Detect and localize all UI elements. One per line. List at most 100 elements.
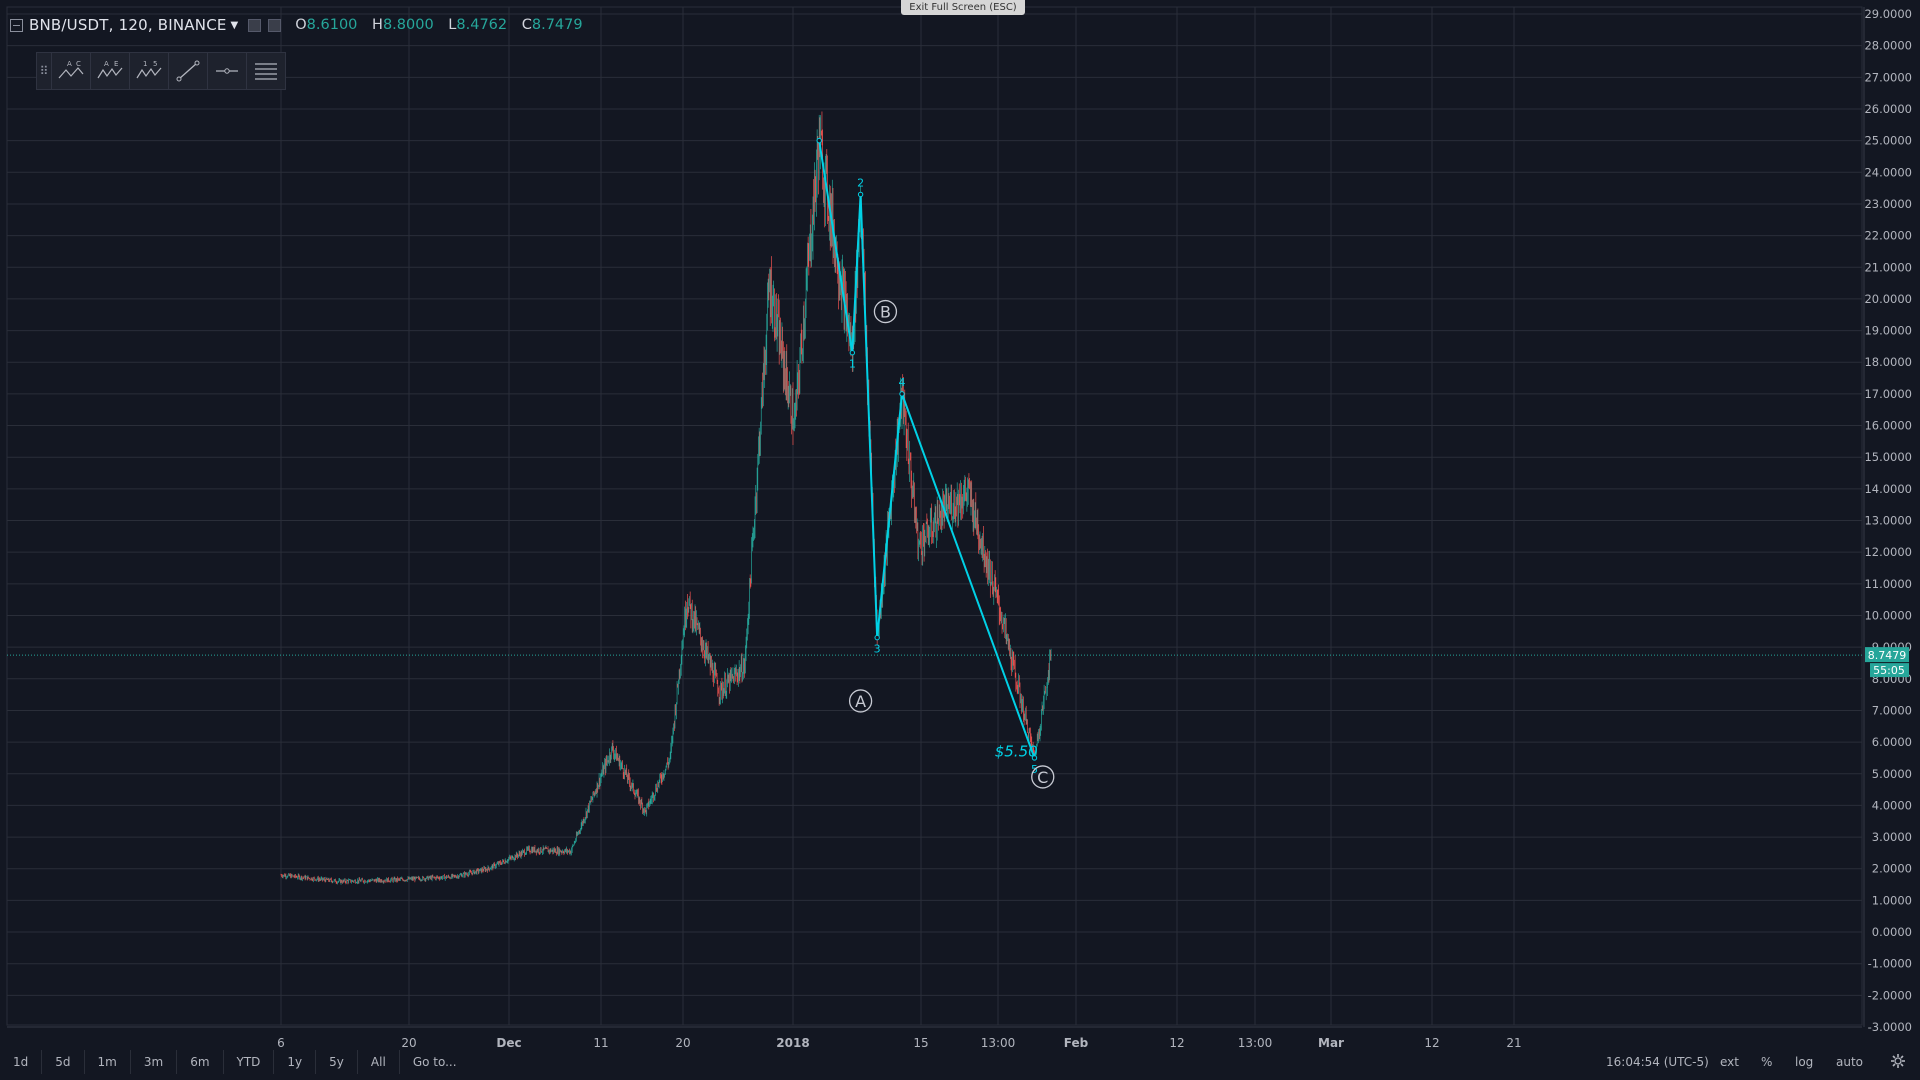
price-tick-label: 27.0000 (1864, 70, 1912, 84)
time-tick-label: 13:00 (981, 1036, 1016, 1050)
range-1y[interactable]: 1y (274, 1050, 317, 1074)
hide-icon[interactable] (248, 18, 262, 32)
time-tick-label: 20 (401, 1036, 416, 1050)
range-3m[interactable]: 3m (131, 1050, 178, 1074)
price-tick-label: 13.0000 (1864, 514, 1912, 528)
countdown-tag (1870, 663, 1909, 678)
ohlc-values: O8.6100 H8.8000 L8.4762 C8.7479 (295, 17, 592, 33)
open-value: 8.6100 (306, 17, 358, 33)
wave-point[interactable] (1031, 755, 1038, 761)
price-tick-label: 21.0000 (1864, 260, 1912, 274)
abcde-wave-button[interactable]: A E (90, 53, 129, 89)
svg-text:5: 5 (153, 60, 157, 68)
wave-point[interactable] (874, 634, 880, 641)
price-tick-label: 12.0000 (1864, 545, 1912, 559)
price-tick-label: 7.0000 (1872, 703, 1912, 717)
wave-point[interactable] (857, 191, 864, 198)
wave-label: 2 (857, 176, 864, 189)
abc-pattern-button[interactable]: A C (51, 53, 90, 89)
horizontal-ray-button[interactable] (207, 53, 246, 89)
price-tick-label: 3.0000 (1872, 830, 1912, 844)
goto-date-button[interactable]: Go to... (412, 1055, 457, 1069)
price-tick-label: 18.0000 (1864, 355, 1912, 369)
time-tick-label: Mar (1318, 1036, 1344, 1050)
grid-lines (7, 7, 1865, 1028)
lines-menu-button[interactable] (246, 53, 285, 89)
trend-line-icon (176, 60, 200, 82)
countdown-label: 55:05 (1873, 664, 1905, 677)
price-note: $5.50 (995, 743, 1038, 761)
extended-hours-toggle[interactable]: ext (1720, 1055, 1739, 1069)
range-all[interactable]: All (358, 1050, 400, 1074)
last-price-tag (1865, 647, 1909, 663)
range-1d[interactable]: 1d (0, 1050, 43, 1074)
open-label: O (295, 17, 307, 33)
collapse-icon[interactable] (10, 18, 23, 32)
abc-label: B (880, 303, 891, 322)
price-tick-label: 23.0000 (1864, 197, 1912, 211)
price-tick-label: 2.0000 (1872, 862, 1912, 876)
abc-circle[interactable] (848, 689, 873, 713)
horizontal-ray-icon (216, 68, 238, 74)
symbol-label[interactable]: BNB/USDT, 120, BINANCE (29, 16, 227, 34)
range-1m[interactable]: 1m (85, 1050, 131, 1074)
price-tick-label: 17.0000 (1864, 387, 1912, 401)
svg-text:C: C (76, 60, 81, 68)
price-tick-label: 26.0000 (1864, 102, 1912, 116)
settings-mini-icon[interactable] (268, 18, 282, 32)
clock-display[interactable]: 16:04:54 (UTC-5) (1606, 1055, 1709, 1069)
time-tick-label: Dec (496, 1036, 521, 1050)
price-tick-label: 28.0000 (1864, 39, 1912, 53)
price-tick-label: 22.0000 (1864, 229, 1912, 243)
price-tick-label: 20.0000 (1864, 292, 1912, 306)
range-6m[interactable]: 6m (177, 1050, 224, 1074)
legend-bar: BNB/USDT, 120, BINANCE ▼ O8.6100 H8.8000… (10, 14, 593, 36)
percent-scale-toggle[interactable]: % (1761, 1055, 1773, 1069)
price-tick-label: 11.0000 (1864, 577, 1912, 591)
range-5y[interactable]: 5y (316, 1050, 358, 1074)
high-value: 8.8000 (382, 17, 434, 33)
time-tick-label: 2018 (776, 1036, 809, 1050)
abcde-wave-icon: A E (97, 60, 123, 79)
drag-handle-icon[interactable]: ⠿ (39, 64, 49, 78)
wave-point[interactable] (816, 137, 822, 144)
abc-label: C (1037, 768, 1048, 787)
range-5d[interactable]: 5d (42, 1050, 85, 1074)
time-tick-label: 11 (593, 1036, 608, 1050)
time-tick-label: 21 (1506, 1036, 1521, 1050)
price-tick-label: 6.0000 (1872, 735, 1912, 749)
price-series (280, 111, 1052, 885)
close-value: 8.7479 (531, 17, 583, 33)
price-tick-label: 5.0000 (1872, 767, 1912, 781)
wave-line[interactable] (818, 140, 1036, 759)
time-tick-label: 13:00 (1238, 1036, 1273, 1050)
time-tick-label: 12 (1424, 1036, 1439, 1050)
close-label: C (521, 17, 532, 33)
lines-menu-icon (255, 63, 277, 80)
price-tick-label: 16.0000 (1864, 419, 1912, 433)
exit-fullscreen-button[interactable]: Exit Full Screen (ESC) (901, 0, 1025, 15)
abc-circle[interactable] (873, 299, 898, 324)
low-value: 8.4762 (456, 17, 508, 33)
abc-circle[interactable] (1031, 765, 1055, 789)
price-tick-label: 25.0000 (1864, 134, 1912, 148)
price-tick-label: 10.0000 (1864, 608, 1912, 622)
auto-scale-toggle[interactable]: auto (1836, 1055, 1864, 1069)
elliott-impulse-button[interactable]: 1 5 (129, 53, 168, 89)
svg-text:E: E (114, 60, 118, 68)
gear-icon[interactable] (1890, 1053, 1906, 1069)
wave-point[interactable] (899, 391, 905, 397)
elliott-impulse-icon: 1 5 (136, 60, 162, 79)
time-scale: 6 20 Dec 11 20 2018 15 13:00 Feb 12 13:00 Mar 12 21 (277, 1036, 1521, 1050)
range-ytd[interactable]: YTD (224, 1050, 275, 1074)
trend-line-button[interactable] (168, 53, 207, 89)
drawing-toolbar: ⠿ A C A E 1 5 (36, 52, 286, 90)
log-scale-toggle[interactable]: log (1795, 1055, 1814, 1069)
price-tick-label: 1.0000 (1872, 893, 1912, 907)
chevron-down-icon[interactable]: ▼ (230, 19, 239, 31)
wave-point[interactable] (849, 350, 856, 356)
time-tick-label: Feb (1064, 1036, 1089, 1050)
